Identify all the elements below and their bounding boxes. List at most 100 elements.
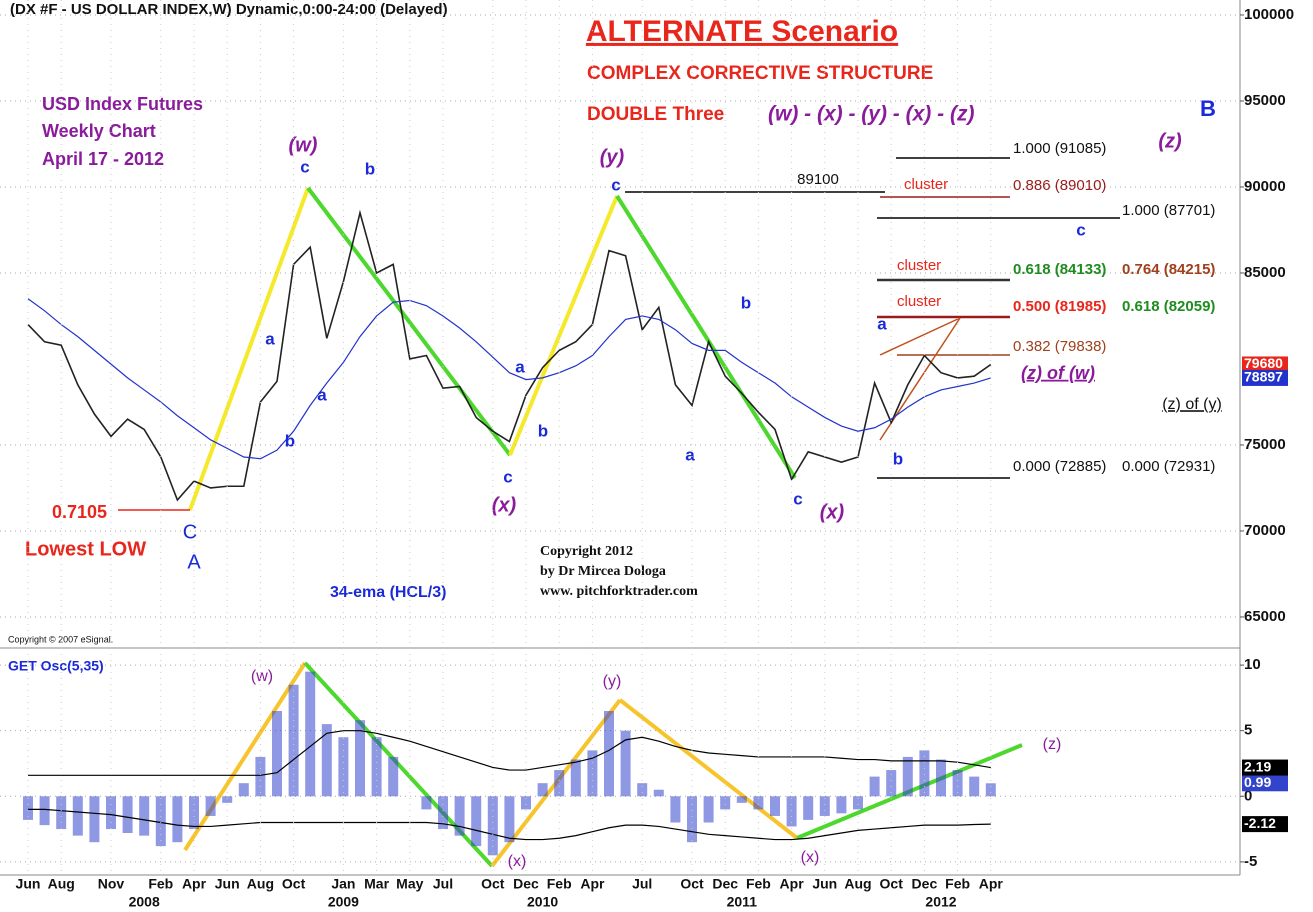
annotation: (y)	[603, 673, 622, 690]
osc-bar	[736, 796, 747, 803]
osc-bar	[952, 770, 963, 797]
osc-bar	[172, 796, 183, 843]
annotation: DOUBLE Three	[587, 104, 724, 125]
annotation: (z)	[1043, 736, 1062, 753]
chart-title: (DX #F - US DOLLAR INDEX,W) Dynamic,0:00…	[10, 1, 448, 18]
osc-bar	[936, 759, 946, 797]
osc-bar	[371, 737, 382, 797]
x-tick-label: Jan	[331, 876, 355, 892]
osc-bar	[106, 796, 116, 830]
wave-line	[188, 187, 310, 511]
osc-bar	[753, 796, 764, 810]
x-tick-label: Feb	[148, 876, 173, 892]
annotation: cluster	[897, 257, 941, 274]
x-tick-label: Dec	[912, 876, 938, 892]
osc-bar	[222, 796, 233, 803]
y-tick-label: -5	[1244, 853, 1257, 870]
y-tick-label: 65000	[1244, 608, 1286, 625]
osc-bar	[122, 796, 133, 834]
osc-bar	[23, 796, 33, 820]
annotation: a	[877, 314, 887, 333]
annotation: COMPLEX CORRECTIVE STRUCTURE	[587, 63, 933, 84]
wave-line	[615, 194, 797, 480]
annotation: 0.382 (79838)	[1013, 338, 1106, 355]
annotation: B	[1200, 96, 1216, 121]
value-tag	[1242, 356, 1288, 373]
annotation: b	[285, 431, 295, 450]
annotation: Weekly Chart	[42, 121, 156, 141]
osc-bar	[886, 770, 897, 797]
annotation: 0.886 (89010)	[1013, 177, 1106, 194]
osc-bar	[255, 756, 266, 797]
annotation: (y)	[600, 146, 625, 168]
osc-bar	[504, 796, 515, 843]
annotation: 0.618 (84133)	[1013, 261, 1106, 278]
y-tick-label: 5	[1244, 722, 1252, 739]
osc-bar	[720, 796, 731, 810]
value-tag	[1242, 775, 1288, 792]
x-tick-label: Nov	[98, 876, 125, 892]
x-year-label: 2009	[328, 894, 359, 910]
y-tick-label: 85000	[1244, 264, 1286, 281]
band-line	[28, 730, 991, 776]
osc-bar	[670, 796, 681, 823]
osc-bar	[56, 796, 67, 830]
y-tick-label: 95000	[1244, 92, 1286, 109]
value-label: -2.12	[1244, 815, 1276, 831]
annotation: cluster	[904, 176, 948, 193]
osc-bar	[421, 796, 432, 810]
osc-bar	[836, 796, 847, 814]
annotation: 1.000 (91085)	[1013, 140, 1106, 157]
osc-bar	[487, 796, 498, 856]
annotation: c	[503, 467, 512, 486]
annotation: b	[741, 293, 751, 312]
y-tick-label: 100000	[1244, 6, 1294, 23]
osc-bar	[919, 750, 930, 797]
value-label: 2.19	[1244, 758, 1271, 774]
annotation: (z)	[1158, 130, 1182, 152]
x-tick-label: Feb	[945, 876, 970, 892]
osc-bar	[985, 783, 996, 797]
x-year-label: 2012	[925, 894, 956, 910]
price-line	[27, 298, 991, 460]
osc-bar	[155, 796, 166, 847]
osc-bar	[338, 737, 349, 797]
osc-bar	[803, 796, 814, 820]
annotation: a	[515, 357, 525, 376]
osc-bar	[238, 783, 249, 797]
annotation: c	[300, 157, 309, 176]
x-tick-label: Mar	[364, 876, 389, 892]
x-tick-label: Jun	[812, 876, 837, 892]
x-tick-label: Oct	[880, 876, 904, 892]
y-tick-label: 10	[1244, 656, 1261, 673]
osc-bar	[471, 796, 482, 847]
osc-bar	[554, 770, 565, 797]
osc-bar	[438, 796, 448, 830]
x-tick-label: Feb	[746, 876, 771, 892]
annotation: a	[317, 385, 327, 404]
x-tick-label: Apr	[182, 876, 207, 892]
osc-bar	[604, 711, 614, 797]
osc-bar	[537, 783, 548, 797]
osc-bar	[770, 796, 780, 816]
y-tick-label: 70000	[1244, 522, 1286, 539]
osc-bar	[869, 776, 880, 797]
wave-line	[508, 195, 619, 456]
annotation: Copyright 2012	[540, 544, 633, 559]
osc-bar	[189, 796, 199, 830]
annotation: by Dr Mircea Dologa	[540, 564, 666, 579]
annotation: (w) - (x) - (y) - (x) - (z)	[768, 103, 974, 126]
osc-bar	[620, 730, 631, 797]
annotation: (x)	[820, 501, 845, 523]
x-year-label: 2008	[129, 894, 160, 910]
value-tag	[1242, 759, 1288, 776]
annotation: USD Index Futures	[42, 94, 203, 114]
x-tick-label: Dec	[712, 876, 738, 892]
osc-bar	[521, 796, 531, 810]
osc-bar	[205, 796, 216, 816]
osc-bar	[819, 796, 830, 816]
annotation: 0.000 (72885)	[1013, 458, 1106, 475]
annotation: 34-ema (HCL/3)	[330, 584, 446, 601]
